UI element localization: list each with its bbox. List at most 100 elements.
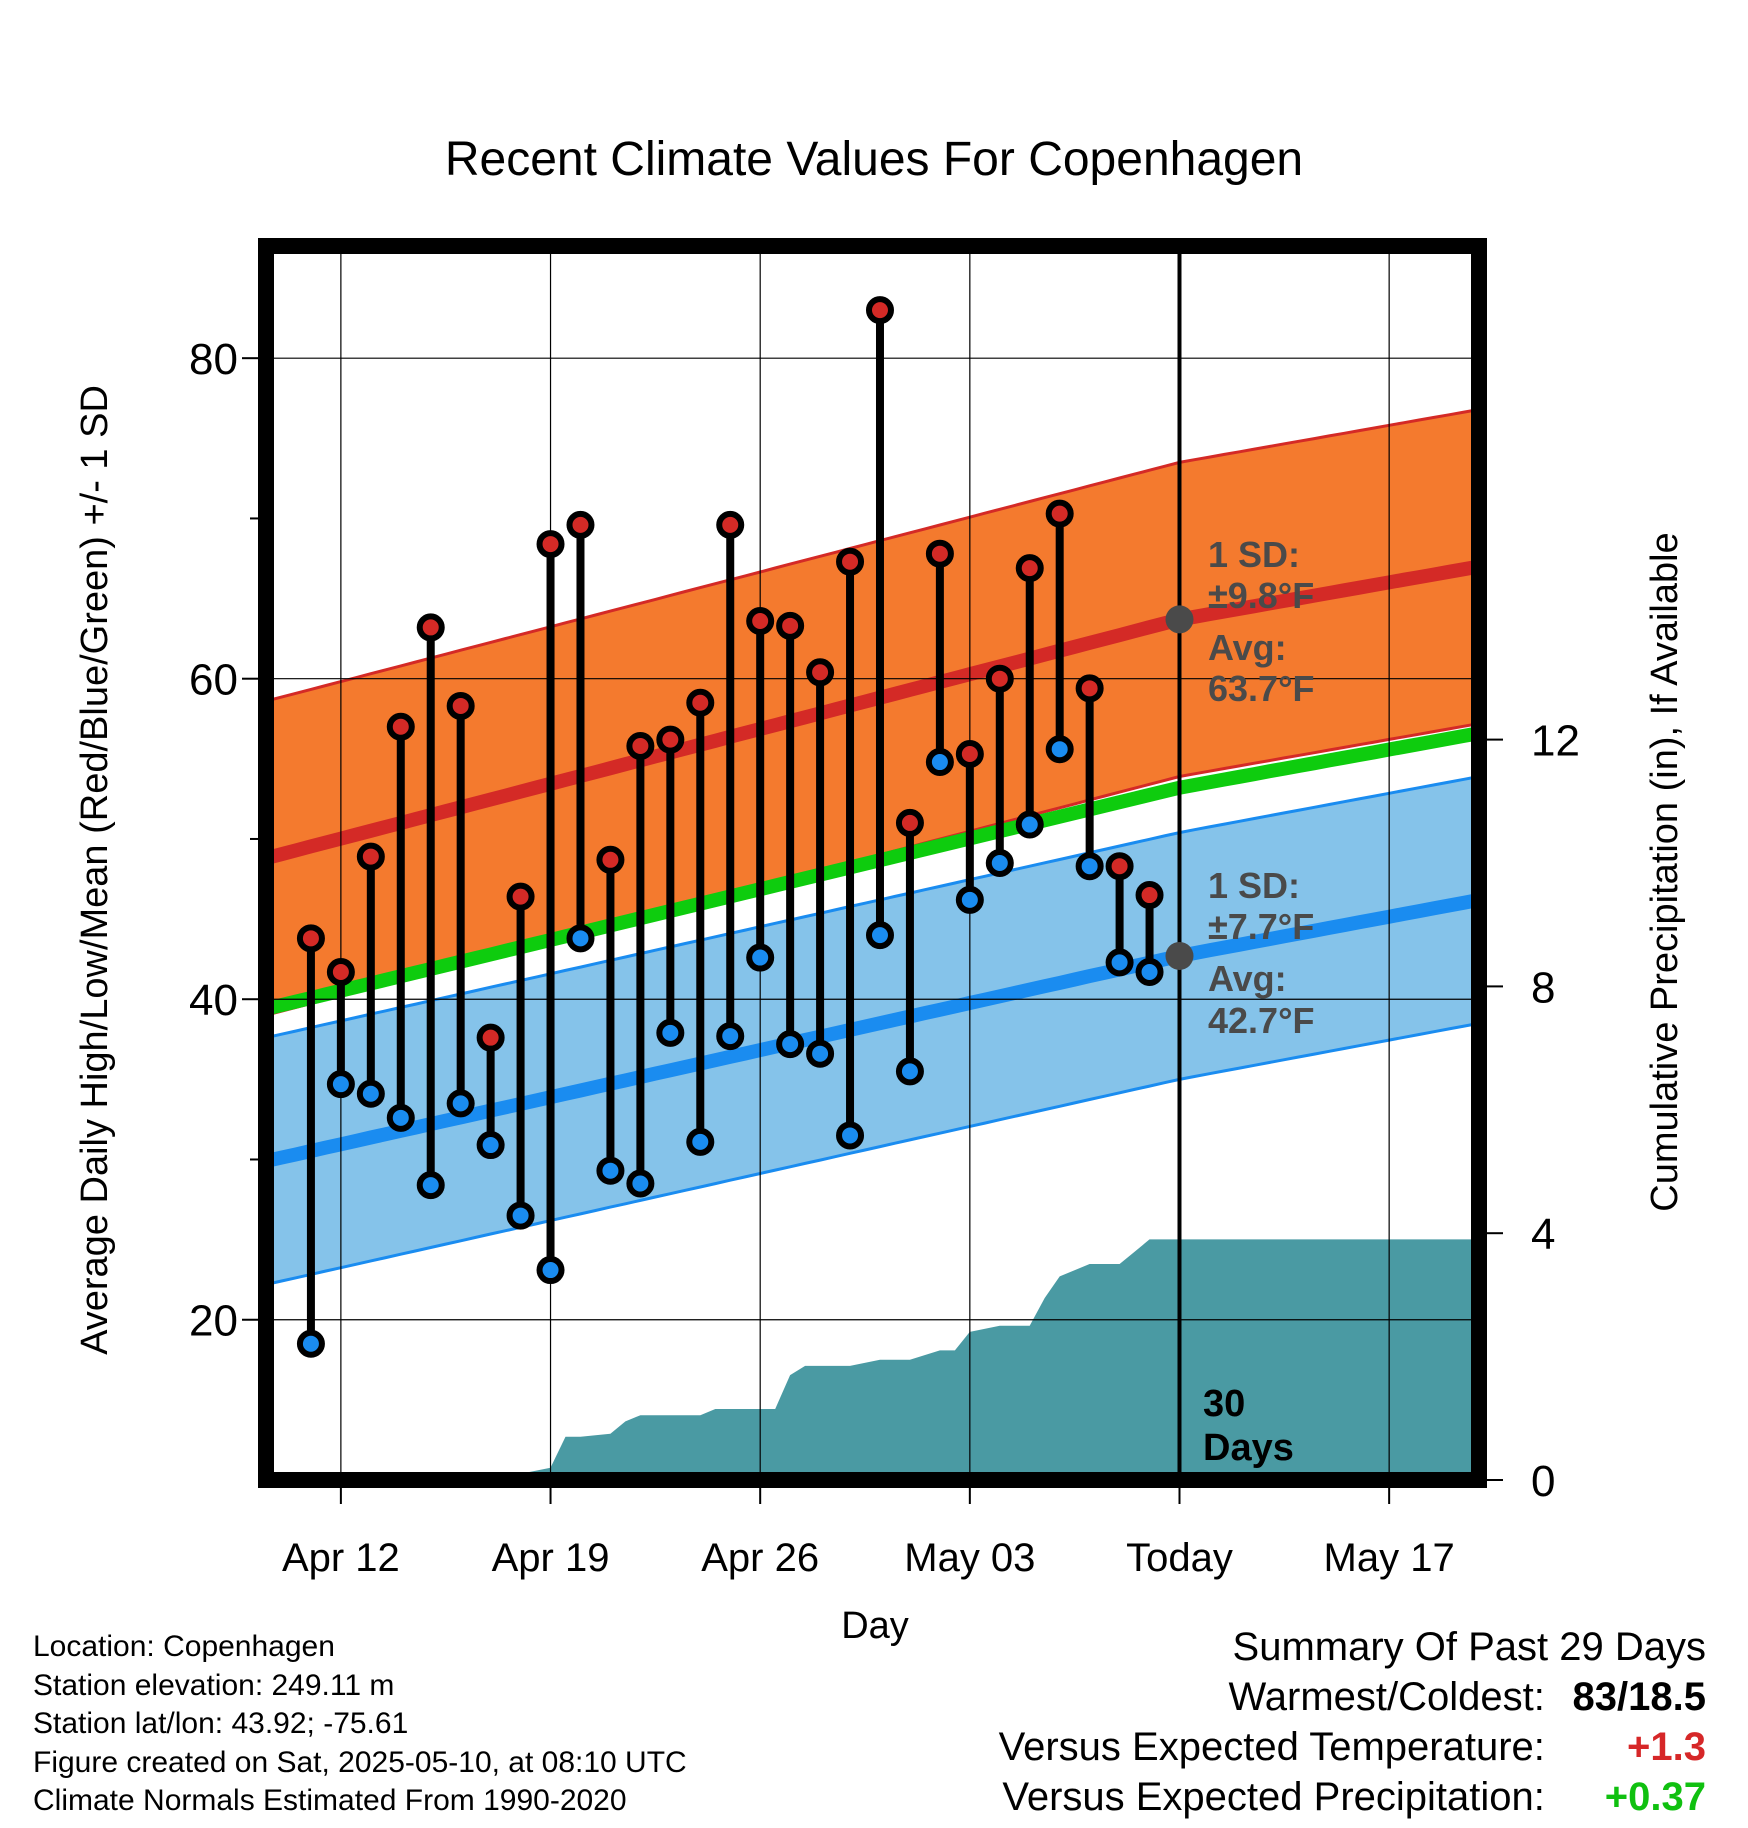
- days-count: 30: [1203, 1383, 1245, 1425]
- summary-heading: Summary Of Past 29 Days: [1232, 1625, 1706, 1669]
- daily-high-marker: [746, 607, 775, 636]
- daily-low-marker: [596, 1156, 625, 1185]
- x-tick-label: May 17: [1324, 1536, 1455, 1580]
- daily-high-marker: [626, 732, 655, 761]
- high-sd-band: [266, 409, 1479, 1016]
- daily-low-marker: [446, 1089, 475, 1118]
- daily-low-marker: [326, 1070, 355, 1099]
- x-tick-label: Today: [1126, 1536, 1233, 1580]
- daily-low-marker: [716, 1022, 745, 1051]
- high-sd-value: ±9.8°F: [1208, 575, 1314, 616]
- latlon-text: Station lat/lon: 43.92; -75.61: [33, 1707, 409, 1740]
- daily-low-marker: [566, 924, 595, 953]
- normals-text: Climate Normals Estimated From 1990-2020: [33, 1784, 627, 1817]
- daily-low-marker: [506, 1201, 535, 1230]
- daily-high-marker: [836, 547, 865, 576]
- y-right-axis-label: Cumulative Precipitation (in), If Availa…: [1644, 532, 1686, 1211]
- daily-low-marker: [1075, 852, 1104, 881]
- warm-cold-value: 83/18.5: [1572, 1675, 1706, 1719]
- daily-high-marker: [1105, 852, 1134, 881]
- y-left-tick-label: 20: [189, 1297, 238, 1346]
- daily-low-marker: [536, 1256, 565, 1285]
- x-axis-label: Day: [841, 1605, 909, 1647]
- daily-low-marker: [776, 1030, 805, 1059]
- daily-low-marker: [865, 921, 894, 950]
- y-left-tick-label: 60: [189, 656, 238, 705]
- precip-label: Versus Expected Precipitation:: [1002, 1775, 1545, 1819]
- daily-low-marker: [746, 943, 775, 972]
- high-band-upper-edge: [266, 408, 1479, 703]
- y-right-tick-label: 12: [1531, 717, 1580, 766]
- daily-high-marker: [716, 510, 745, 539]
- daily-high-marker: [806, 658, 835, 687]
- plot-clip-group: [266, 246, 1479, 1480]
- precip-row: Versus Expected Precipitation: +0.37: [999, 1772, 1706, 1822]
- daily-low-marker: [386, 1103, 415, 1132]
- y-right-tick-label: 4: [1531, 1210, 1555, 1259]
- y-left-tick-label: 40: [189, 976, 238, 1025]
- plot-area: 20 40 60 80 0 4 8 12 Apr 12 Apr 19 Apr 26 May 03 Tod…: [189, 238, 1580, 1580]
- avg-low-line: [266, 893, 1479, 1168]
- daily-low-marker: [356, 1079, 385, 1108]
- daily-high-marker: [446, 691, 475, 720]
- low-band-upper-edge: [266, 775, 1479, 1040]
- daily-high-marker: [566, 510, 595, 539]
- high-avg-value: 63.7°F: [1208, 668, 1314, 709]
- daily-high-marker: [326, 957, 355, 986]
- daily-low-marker: [895, 1057, 924, 1086]
- daily-low-marker: [925, 748, 954, 777]
- daily-high-marker: [296, 924, 325, 953]
- daily-high-marker: [985, 664, 1014, 693]
- daily-high-marker: [596, 845, 625, 874]
- today-avg-high-marker: [1165, 605, 1194, 634]
- daily-high-marker: [476, 1023, 505, 1052]
- daily-high-marker: [1075, 674, 1104, 703]
- avg-high-line: [266, 559, 1479, 865]
- daily-low-marker: [1135, 957, 1164, 986]
- chart-title: Recent Climate Values For Copenhagen: [445, 133, 1303, 186]
- low-avg-value: 42.7°F: [1208, 1000, 1314, 1041]
- daily-high-marker: [656, 725, 685, 754]
- today-avg-low-marker: [1165, 941, 1194, 970]
- daily-low-marker: [1015, 810, 1044, 839]
- x-tick-label: May 03: [904, 1536, 1035, 1580]
- temp-label: Versus Expected Temperature:: [998, 1725, 1545, 1769]
- plot-frame: [258, 238, 1487, 1488]
- daily-low-marker: [806, 1039, 835, 1068]
- daily-low-marker: [686, 1127, 715, 1156]
- daily-low-marker: [656, 1018, 685, 1047]
- high-avg-label: Avg:: [1208, 627, 1287, 668]
- elevation-text: Station elevation: 249.11 m: [33, 1668, 395, 1702]
- daily-high-marker: [776, 611, 805, 640]
- y-right-tick-label: 0: [1531, 1457, 1555, 1506]
- daily-high-marker: [925, 539, 954, 568]
- daily-high-marker: [895, 808, 924, 837]
- temp-value: +1.3: [1627, 1725, 1706, 1769]
- y-left-axis-label: Average Daily High/Low/Mean (Red/Blue/Gr…: [74, 385, 116, 1355]
- high-sd-label: 1 SD:: [1208, 534, 1300, 575]
- precip-value: +0.37: [1604, 1775, 1706, 1819]
- location-text: Location: Copenhagen: [33, 1630, 335, 1663]
- daily-low-marker: [955, 885, 984, 914]
- days-word: Days: [1203, 1427, 1294, 1469]
- daily-low-marker: [1045, 735, 1074, 764]
- y-left-tick-label: 80: [189, 335, 238, 384]
- daily-high-marker: [1045, 499, 1074, 528]
- daily-low-marker: [1105, 948, 1134, 977]
- y-right-tick-label: 8: [1531, 963, 1555, 1012]
- warm-cold-row: Warmest/Coldest: 83/18.5: [999, 1672, 1707, 1722]
- station-info: Location: Copenhagen Station elevation: …: [33, 1628, 687, 1821]
- daily-low-marker: [296, 1329, 325, 1358]
- daily-high-marker: [536, 530, 565, 559]
- daily-low-marker: [626, 1169, 655, 1198]
- low-band-lower-edge: [266, 1021, 1479, 1286]
- daily-low-marker: [416, 1171, 445, 1200]
- created-text: Figure created on Sat, 2025-05-10, at 08…: [33, 1745, 687, 1779]
- low-sd-label: 1 SD:: [1208, 865, 1300, 906]
- x-tick-label: Apr 26: [701, 1536, 819, 1580]
- avg-mean-line: [266, 726, 1479, 1016]
- low-avg-label: Avg:: [1208, 958, 1287, 999]
- daily-high-marker: [1135, 881, 1164, 910]
- daily-high-marker: [1015, 554, 1044, 583]
